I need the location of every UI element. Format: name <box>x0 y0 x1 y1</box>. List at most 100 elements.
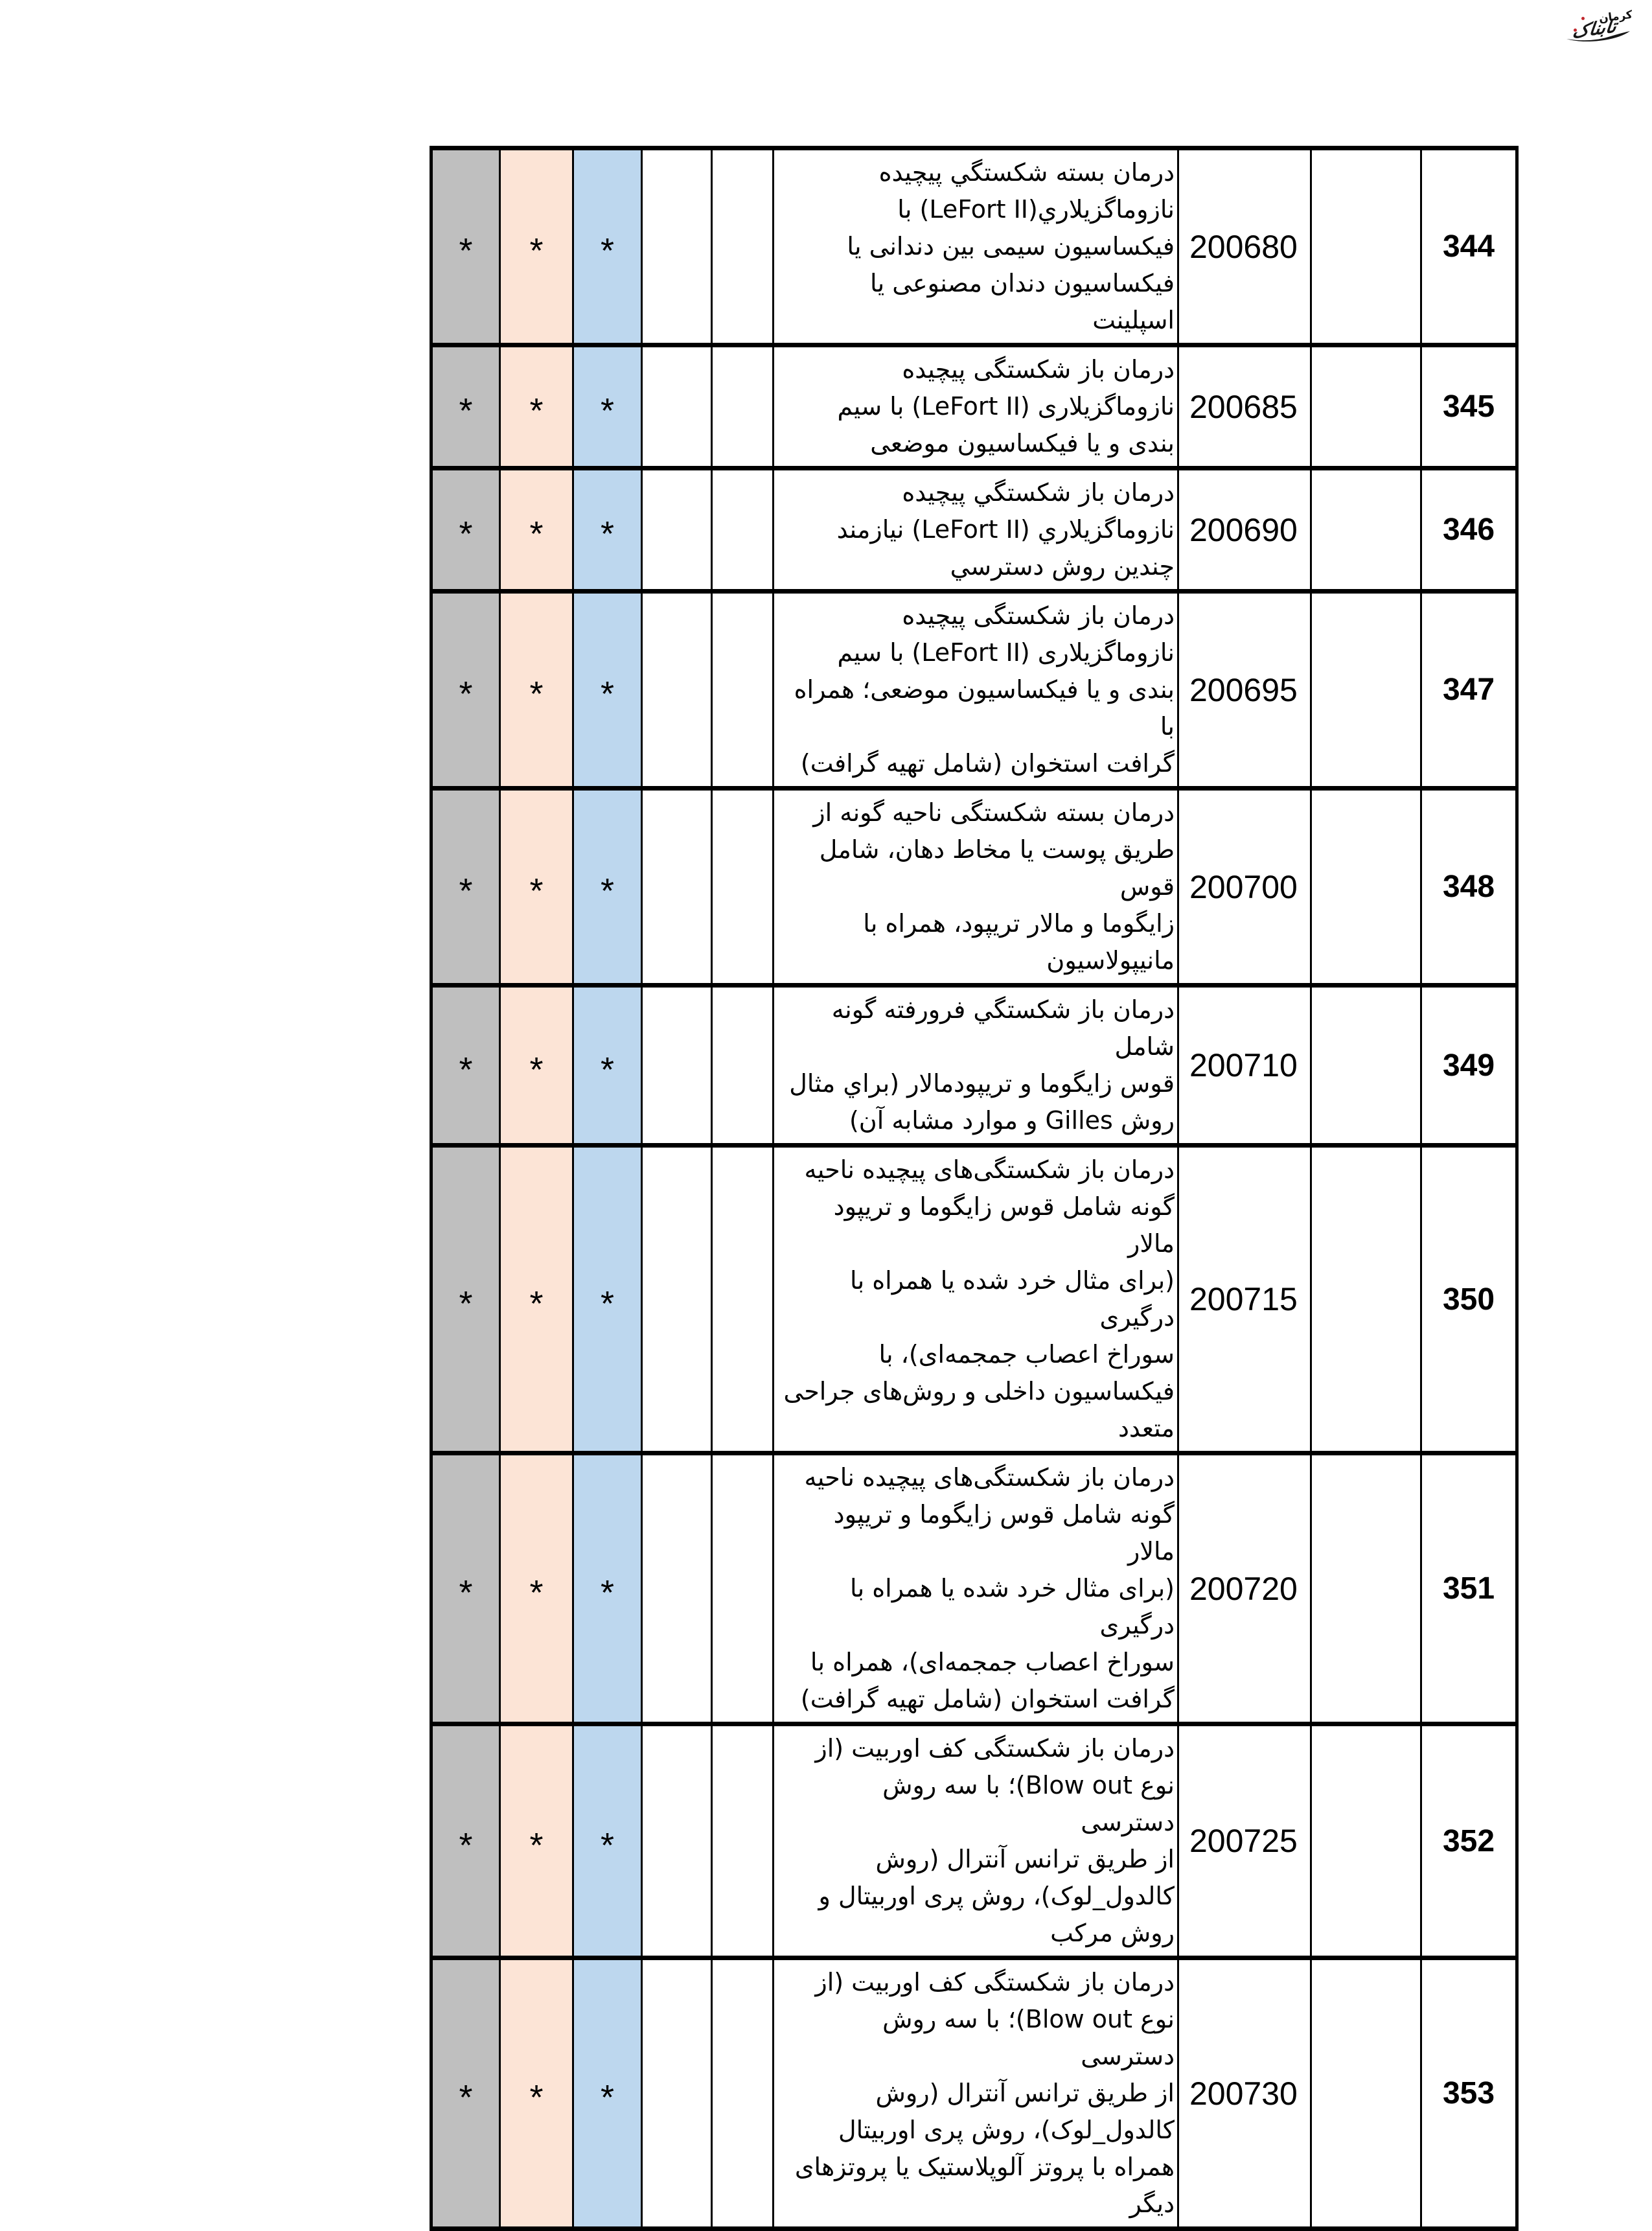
code-cell: 200695 <box>1177 589 1312 791</box>
description-cell: درمان بسته شكستگی ناحيه گونه از طريق پوس… <box>772 786 1179 988</box>
star-cell-blue: * <box>572 983 643 1148</box>
empty-cell <box>641 1451 713 1726</box>
empty-cell <box>1310 343 1422 470</box>
procedures-table: 344 200680 درمان بسته شكستگي پيچيده نازو… <box>430 146 1519 2231</box>
row-number-cell: 351 <box>1420 1451 1518 1726</box>
row-number-cell: 344 <box>1420 146 1518 347</box>
empty-cell <box>711 1451 774 1726</box>
table-row: 345 200685 درمان باز شكستگی پيچيده نازوم… <box>430 343 1518 470</box>
description-cell: درمان باز شكستگی پيچيده نازوماگزيلاری (L… <box>772 343 1179 470</box>
star-cell-gray: * <box>430 343 501 470</box>
code-cell: 200680 <box>1177 146 1312 347</box>
code-cell: 200725 <box>1177 1722 1312 1960</box>
star-cell-gray: * <box>430 466 501 594</box>
star-cell-gray: * <box>430 1722 501 1960</box>
star-cell-blue: * <box>572 1722 643 1960</box>
row-number-cell: 346 <box>1420 466 1518 594</box>
star-cell-peach: * <box>499 1722 574 1960</box>
star-cell-gray: * <box>430 589 501 791</box>
description-cell: درمان باز شكستگی كف اوربيت (از نوع Blow … <box>772 1722 1179 1960</box>
star-cell-blue: * <box>572 466 643 594</box>
empty-cell <box>1310 983 1422 1148</box>
description-cell: درمان بسته شكستگي پيچيده نازوماگزيلاري(L… <box>772 146 1179 347</box>
star-cell-peach: * <box>499 983 574 1148</box>
table-row: 351 200720 درمان باز شكستگی‌های پيچيده ن… <box>430 1451 1518 1726</box>
table-row: 348 200700 درمان بسته شكستگی ناحيه گونه … <box>430 786 1518 988</box>
star-cell-gray: * <box>430 786 501 988</box>
star-cell-blue: * <box>572 1956 643 2231</box>
description-cell: درمان باز شكستگی پيچيده نازوماگزيلاری (L… <box>772 589 1179 791</box>
empty-cell <box>1310 1722 1422 1960</box>
empty-cell <box>1310 466 1422 594</box>
code-cell: 200685 <box>1177 343 1312 470</box>
description-cell: درمان باز شكستگی‌های پيچيده ناحيه گونه ش… <box>772 1143 1179 1455</box>
empty-cell <box>641 146 713 347</box>
star-cell-gray: * <box>430 1956 501 2231</box>
row-number-cell: 350 <box>1420 1143 1518 1455</box>
table-row: 346 200690 درمان باز شكستگي پيچيده نازوم… <box>430 466 1518 594</box>
row-number-cell: 349 <box>1420 983 1518 1148</box>
star-cell-gray: * <box>430 1451 501 1726</box>
table-row: 352 200725 درمان باز شكستگی كف اوربيت (ا… <box>430 1722 1518 1960</box>
empty-cell <box>1310 146 1422 347</box>
row-number-cell: 353 <box>1420 1956 1518 2231</box>
empty-cell <box>1310 786 1422 988</box>
table-row: 344 200680 درمان بسته شكستگي پيچيده نازو… <box>430 146 1518 347</box>
star-cell-peach: * <box>499 343 574 470</box>
star-cell-gray: * <box>430 146 501 347</box>
empty-cell <box>641 466 713 594</box>
empty-cell <box>1310 589 1422 791</box>
star-cell-peach: * <box>499 786 574 988</box>
code-cell: 200730 <box>1177 1956 1312 2231</box>
star-cell-peach: * <box>499 146 574 347</box>
empty-cell <box>711 146 774 347</box>
empty-cell <box>711 1956 774 2231</box>
star-cell-blue: * <box>572 589 643 791</box>
empty-cell <box>711 589 774 791</box>
row-number-cell: 347 <box>1420 589 1518 791</box>
empty-cell <box>641 1143 713 1455</box>
row-number-cell: 348 <box>1420 786 1518 988</box>
empty-cell <box>641 1722 713 1960</box>
empty-cell <box>711 983 774 1148</box>
star-cell-blue: * <box>572 1143 643 1455</box>
empty-cell <box>711 466 774 594</box>
table-row: 353 200730 درمان باز شكستگی كف اوربيت (ا… <box>430 1956 1518 2231</box>
description-cell: درمان باز شكستگی‌های پيچيده ناحيه گونه ش… <box>772 1451 1179 1726</box>
empty-cell <box>641 343 713 470</box>
code-cell: 200715 <box>1177 1143 1312 1455</box>
description-cell: درمان باز شكستگي فرورفته گونه شامل قوس ز… <box>772 983 1179 1148</box>
empty-cell <box>711 786 774 988</box>
code-cell: 200690 <box>1177 466 1312 594</box>
row-number-cell: 345 <box>1420 343 1518 470</box>
code-cell: 200720 <box>1177 1451 1312 1726</box>
empty-cell <box>1310 1451 1422 1726</box>
star-cell-blue: * <box>572 1451 643 1726</box>
star-cell-peach: * <box>499 1451 574 1726</box>
row-number-cell: 352 <box>1420 1722 1518 1960</box>
star-cell-peach: * <box>499 1956 574 2231</box>
star-cell-gray: * <box>430 983 501 1148</box>
empty-cell <box>711 1722 774 1960</box>
star-cell-peach: * <box>499 466 574 594</box>
empty-cell <box>641 589 713 791</box>
empty-cell <box>641 786 713 988</box>
table-row: 349 200710 درمان باز شكستگي فرورفته گونه… <box>430 983 1518 1148</box>
empty-cell <box>711 1143 774 1455</box>
logo-red-dot <box>1581 17 1585 20</box>
star-cell-blue: * <box>572 343 643 470</box>
description-cell: درمان باز شكستگي پيچيده نازوماگزيلاري (L… <box>772 466 1179 594</box>
table-row: 347 200695 درمان باز شكستگی پيچيده نازوم… <box>430 589 1518 791</box>
empty-cell <box>641 1956 713 2231</box>
star-cell-gray: * <box>430 1143 501 1455</box>
document-page: { "page": { "background": "#ffffff" }, "… <box>430 6 1635 2231</box>
table-row: 350 200715 درمان باز شكستگی‌های پيچيده ن… <box>430 1143 1518 1455</box>
empty-cell <box>1310 1143 1422 1455</box>
star-cell-blue: * <box>572 786 643 988</box>
tabnak-kerman-logo: کرمان تابناک <box>1564 6 1635 43</box>
star-cell-peach: * <box>499 1143 574 1455</box>
description-cell: درمان باز شكستگی كف اوربيت (از نوع Blow … <box>772 1956 1179 2231</box>
code-cell: 200710 <box>1177 983 1312 1148</box>
star-cell-blue: * <box>572 146 643 347</box>
empty-cell <box>1310 1956 1422 2231</box>
